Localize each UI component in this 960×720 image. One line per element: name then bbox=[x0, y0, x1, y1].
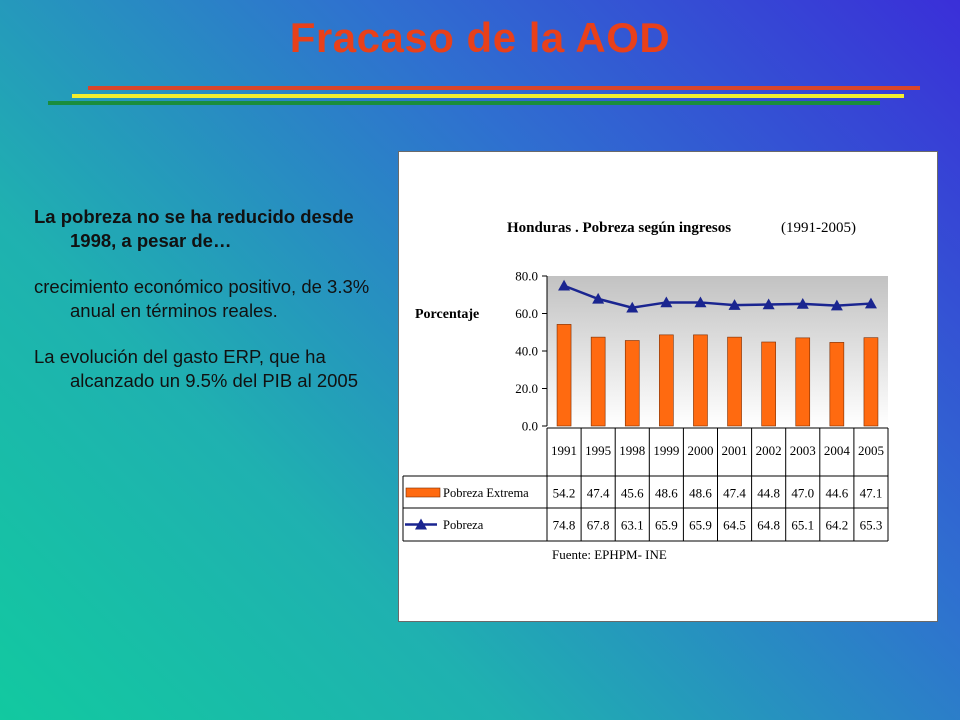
legend-label-pobreza: Pobreza bbox=[443, 518, 484, 532]
data-label-pobreza: 63.1 bbox=[621, 518, 644, 533]
bar-pobreza-extrema bbox=[693, 334, 708, 427]
y-tick-label: 80.0 bbox=[515, 269, 538, 284]
chart-title: Honduras . Pobreza según ingresos bbox=[507, 220, 731, 236]
legend-label-pobreza-extrema: Pobreza Extrema bbox=[443, 486, 529, 500]
marker-pobreza bbox=[558, 279, 571, 291]
category-label: 2000 bbox=[687, 443, 713, 458]
legend-marker-pobreza bbox=[415, 518, 427, 530]
paragraph-crecimiento: crecimiento económico positivo, de 3.3% … bbox=[34, 276, 370, 321]
y-tick-label: 60.0 bbox=[515, 306, 538, 321]
category-label: 2003 bbox=[790, 443, 816, 458]
marker-pobreza bbox=[762, 298, 775, 310]
source-note: Fuente: EPHPM- INE bbox=[552, 547, 667, 562]
data-label-pobreza-extrema: 47.4 bbox=[587, 486, 610, 501]
marker-pobreza bbox=[728, 299, 741, 310]
category-label: 1999 bbox=[653, 443, 679, 458]
chart-subtitle: (1991-2005) bbox=[781, 220, 856, 236]
category-label: 2002 bbox=[756, 443, 782, 458]
paragraph-gasto-erp: La evolución del gasto ERP, que ha alcan… bbox=[34, 346, 358, 391]
data-label-pobreza-extrema: 47.4 bbox=[723, 486, 746, 501]
chart-panel: Honduras . Pobreza según ingresos (1991-… bbox=[398, 151, 938, 622]
data-label-pobreza-extrema: 48.6 bbox=[689, 486, 712, 501]
y-tick-label: 40.0 bbox=[515, 344, 538, 359]
bar-pobreza-extrema bbox=[863, 337, 879, 427]
data-label-pobreza: 64.2 bbox=[825, 518, 848, 533]
legend-key-pobreza-extrema bbox=[405, 487, 441, 498]
marker-pobreza bbox=[626, 301, 639, 313]
marker-pobreza bbox=[660, 296, 673, 308]
data-label-pobreza: 64.5 bbox=[723, 518, 746, 533]
y-tick-label: 0.0 bbox=[522, 419, 538, 434]
bar-pobreza-extrema bbox=[829, 342, 845, 427]
y-tick-label: 20.0 bbox=[515, 381, 538, 396]
data-label-pobreza: 65.9 bbox=[689, 518, 712, 533]
data-label-pobreza-extrema: 47.0 bbox=[791, 486, 814, 501]
marker-pobreza bbox=[864, 297, 877, 309]
bar-pobreza-extrema bbox=[659, 334, 674, 427]
data-label-pobreza-extrema: 48.6 bbox=[655, 486, 678, 501]
body-text: La pobreza no se ha reducido desde 1998,… bbox=[34, 205, 384, 415]
bar-pobreza-extrema bbox=[795, 337, 811, 427]
data-label-pobreza: 65.9 bbox=[655, 518, 678, 533]
bar-pobreza-extrema bbox=[727, 336, 742, 427]
data-label-pobreza-extrema: 44.8 bbox=[757, 486, 780, 501]
data-label-pobreza-extrema: 44.6 bbox=[825, 486, 848, 501]
category-label: 2005 bbox=[858, 443, 884, 458]
data-label-pobreza: 67.8 bbox=[587, 518, 610, 533]
title-rule-yellow bbox=[72, 94, 904, 98]
bar-pobreza-extrema bbox=[761, 341, 776, 427]
data-label-pobreza: 65.3 bbox=[860, 518, 883, 533]
data-label-pobreza-extrema: 54.2 bbox=[553, 486, 576, 501]
marker-pobreza bbox=[694, 296, 707, 308]
bar-pobreza-extrema bbox=[624, 340, 640, 427]
data-label-pobreza-extrema: 45.6 bbox=[621, 486, 644, 501]
bar-pobreza-extrema bbox=[590, 336, 606, 427]
poverty-chart: Honduras . Pobreza según ingresos (1991-… bbox=[402, 220, 889, 562]
category-label: 1998 bbox=[619, 443, 645, 458]
category-label: 1991 bbox=[551, 443, 577, 458]
marker-pobreza bbox=[796, 297, 809, 309]
data-label-pobreza: 64.8 bbox=[757, 518, 780, 533]
marker-pobreza bbox=[592, 292, 605, 304]
bar-pobreza-extrema bbox=[556, 324, 572, 427]
data-label-pobreza: 65.1 bbox=[791, 518, 814, 533]
line-pobreza bbox=[563, 284, 872, 309]
title-rule-green bbox=[48, 101, 880, 105]
category-label: 2004 bbox=[824, 443, 851, 458]
y-axis-label: Porcentaje bbox=[415, 307, 479, 322]
marker-pobreza bbox=[830, 299, 843, 311]
slide-title: Fracaso de la AOD bbox=[289, 14, 671, 61]
title-rule-red bbox=[88, 86, 920, 90]
data-label-pobreza-extrema: 47.1 bbox=[860, 486, 883, 501]
category-label: 2001 bbox=[722, 443, 748, 458]
category-label: 1995 bbox=[585, 443, 611, 458]
data-label-pobreza: 74.8 bbox=[553, 518, 576, 533]
paragraph-pobreza: La pobreza no se ha reducido desde 1998,… bbox=[34, 206, 354, 251]
